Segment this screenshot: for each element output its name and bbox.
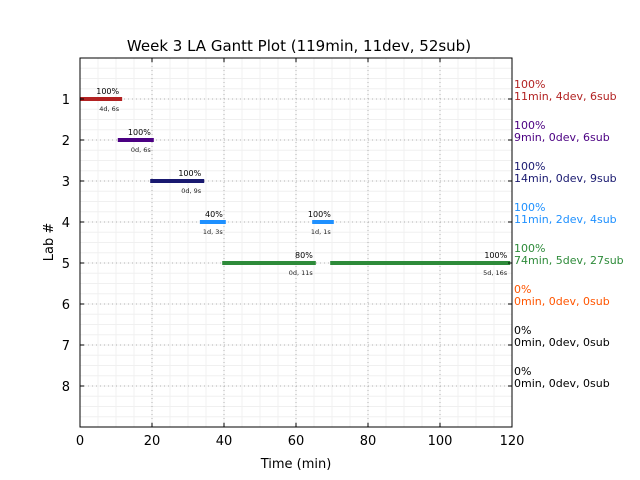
bar-percent-label: 100% [96, 87, 119, 96]
y-tick-label: 3 [62, 175, 70, 190]
bar-percent-label: 100% [308, 210, 331, 219]
lab-summary-percent: 0% [514, 324, 531, 337]
lab-summary-stats: 11min, 2dev, 4sub [514, 213, 617, 226]
x-tick-label: 40 [216, 434, 233, 449]
y-tick-label: 2 [62, 134, 70, 149]
bar-detail-label: 0d, 9s [181, 187, 202, 195]
x-tick-label: 60 [288, 434, 305, 449]
y-tick-label: 8 [62, 380, 70, 395]
bar-percent-label: 100% [484, 251, 507, 260]
lab-summary-percent: 100% [514, 78, 545, 91]
x-axis-label: Time (min) [260, 457, 332, 472]
gantt-bar [80, 97, 123, 101]
x-tick-label: 100 [428, 434, 453, 449]
bar-detail-label: 0d, 6s [131, 146, 152, 154]
lab-summary-stats: 14min, 0dev, 9sub [514, 172, 617, 185]
x-tick-label: 20 [144, 434, 161, 449]
lab-summary-stats: 0min, 0dev, 0sub [514, 336, 610, 349]
bar-detail-label: 0d, 11s [289, 269, 314, 277]
bar-percent-label: 40% [205, 210, 223, 219]
y-tick-label: 5 [62, 257, 70, 272]
y-tick-label: 7 [62, 339, 70, 354]
gantt-bar [222, 261, 316, 265]
lab-summary-percent: 0% [514, 283, 531, 296]
y-axis-label: Lab # [42, 223, 57, 262]
lab-summary-percent: 0% [514, 365, 531, 378]
bar-detail-label: 1d, 3s [203, 228, 224, 236]
gantt-bar [330, 261, 511, 265]
x-tick-label: 0 [76, 434, 84, 449]
y-tick-label: 4 [62, 216, 70, 231]
chart-title: Week 3 LA Gantt Plot (119min, 11dev, 52s… [127, 37, 471, 55]
x-tick-label: 80 [360, 434, 377, 449]
lab-summary-stats: 0min, 0dev, 0sub [514, 377, 610, 390]
y-tick-label: 6 [62, 298, 70, 313]
lab-summary-stats: 0min, 0dev, 0sub [514, 295, 610, 308]
y-tick-label: 1 [62, 93, 70, 108]
ticks: 0 20 40 60 80 100 120 1 2 3 4 5 6 7 8 [62, 58, 525, 449]
x-tick-label: 120 [500, 434, 525, 449]
lab-summary-percent: 100% [514, 119, 545, 132]
lab-summary-stats: 11min, 4dev, 6sub [514, 90, 617, 103]
bar-percent-label: 80% [295, 251, 313, 260]
lab-summary-percent: 100% [514, 201, 545, 214]
bar-detail-label: 5d, 16s [483, 269, 508, 277]
gantt-bar [117, 138, 154, 142]
bar-detail-label: 4d, 6s [99, 105, 120, 113]
bar-percent-label: 100% [178, 169, 201, 178]
bar-percent-label: 100% [128, 128, 151, 137]
lab-summary-stats: 9min, 0dev, 6sub [514, 131, 610, 144]
gantt-bar [199, 220, 226, 224]
grid [79, 57, 513, 428]
lab-summary-percent: 100% [514, 242, 545, 255]
lab-summary-stats: 74min, 5dev, 27sub [514, 254, 624, 267]
gantt-bar [312, 220, 334, 224]
gantt-bar [150, 179, 205, 183]
bar-detail-label: 1d, 1s [311, 228, 332, 236]
lab-summary-percent: 100% [514, 160, 545, 173]
bars: 100% 4d, 6s 100% 0d, 6s 100% 0d, 9s 40% 1d, 3s 1… [80, 87, 511, 277]
